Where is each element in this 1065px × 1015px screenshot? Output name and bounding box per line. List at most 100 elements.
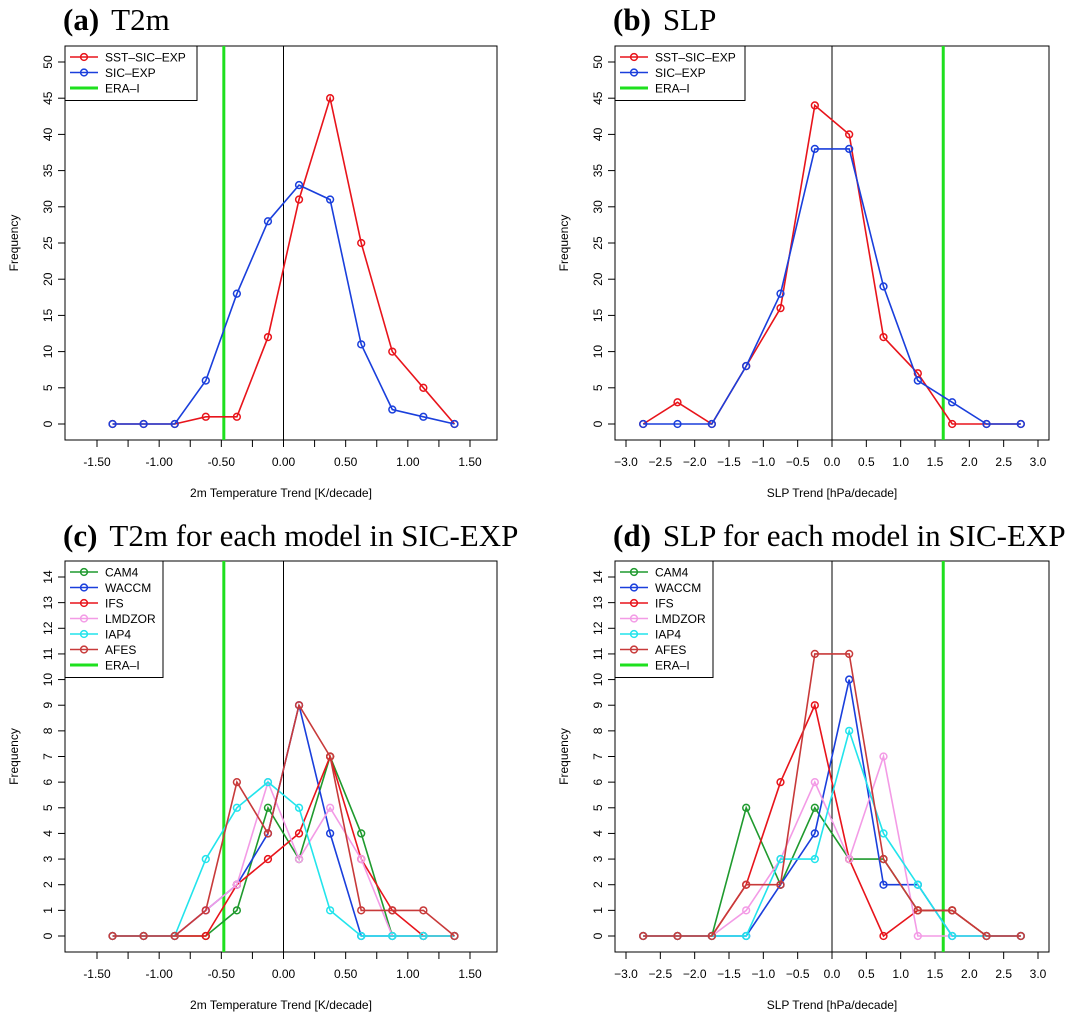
data-point [810, 829, 819, 838]
y-tick-label: 8 [41, 727, 55, 734]
y-tick-label: 35 [41, 164, 55, 178]
data-point [845, 675, 854, 684]
data-point [1016, 419, 1025, 429]
data-point [742, 361, 751, 371]
legend-marker [79, 629, 89, 639]
legend-label: WACCM [655, 581, 701, 595]
x-tick-label: −1.0 [751, 455, 775, 469]
legend-label: LMDZOR [655, 612, 706, 626]
y-tick-label: 14 [41, 570, 55, 584]
data-point [388, 347, 397, 356]
x-tick-label: -0.50 [208, 967, 236, 981]
x-tick-label: 1.00 [396, 455, 420, 469]
legend-label: ERA–I [105, 82, 140, 96]
data-point [419, 931, 428, 941]
data-point [845, 130, 854, 139]
x-tick-label: −2.5 [648, 455, 672, 469]
y-tick-label: 5 [41, 804, 55, 811]
y-tick-label: 2 [591, 881, 605, 888]
series-line [642, 103, 1021, 426]
y-tick-label: 11 [41, 647, 55, 660]
x-tick-label: -0.50 [208, 455, 236, 469]
y-tick-label: 6 [591, 778, 605, 785]
y-tick-label: 20 [41, 272, 55, 286]
data-point [170, 419, 179, 429]
x-tick-label: 1.0 [892, 455, 909, 469]
data-point [742, 880, 751, 889]
y-tick-label: 5 [591, 384, 605, 391]
data-point [388, 906, 397, 915]
y-tick-label: 10 [591, 673, 605, 687]
data-point [450, 931, 459, 941]
y-tick-label: 5 [591, 804, 605, 811]
data-point [707, 931, 716, 941]
legend-label: AFES [105, 643, 136, 657]
data-point [879, 931, 888, 941]
x-tick-label: 2.5 [995, 455, 1012, 469]
data-point [108, 419, 117, 429]
data-point [357, 906, 366, 915]
data-point [388, 931, 397, 941]
x-tick-label: −1.5 [717, 967, 741, 981]
legend-label: IFS [655, 597, 674, 611]
legend-marker [79, 614, 89, 623]
legend-label: IAP4 [655, 628, 681, 642]
y-tick-label: 30 [591, 200, 605, 214]
x-axis-label: SLP Trend [hPa/decade] [767, 998, 898, 1012]
y-tick-label: 9 [41, 702, 55, 709]
x-tick-label: −2.0 [683, 967, 707, 981]
x-tick-label: −1.0 [751, 967, 775, 981]
data-point [263, 829, 273, 838]
y-tick-label: 7 [591, 753, 605, 760]
y-tick-label: 25 [41, 236, 55, 250]
y-axis-label: Frequency [7, 215, 21, 272]
data-point [201, 931, 210, 941]
x-tick-label: 0.50 [334, 455, 358, 469]
data-point [201, 854, 210, 864]
data-point [776, 880, 785, 889]
x-tick-label: 3.0 [1030, 967, 1047, 981]
panel-title: (a) T2m [63, 2, 170, 37]
x-tick-label: 1.00 [396, 967, 420, 981]
data-point [232, 412, 242, 421]
series-line [643, 148, 1021, 425]
legend-label: IAP4 [105, 628, 131, 642]
y-tick-label: 20 [591, 272, 605, 286]
y-tick-label: 12 [41, 621, 55, 635]
x-axis-label: 2m Temperature Trend [K/decade] [190, 998, 372, 1012]
data-point [232, 880, 242, 889]
data-point [845, 726, 854, 736]
data-point [707, 419, 716, 429]
y-tick-label: 25 [591, 236, 605, 250]
legend-label: IFS [105, 597, 124, 611]
y-tick-label: 35 [591, 164, 605, 178]
data-point [325, 752, 335, 761]
data-point [263, 332, 273, 342]
data-point [948, 398, 957, 407]
data-point [639, 931, 648, 941]
series-afes [108, 701, 459, 941]
x-tick-label: 0.50 [334, 967, 358, 981]
data-point [982, 419, 991, 429]
data-point [742, 906, 751, 915]
data-point [673, 931, 682, 941]
data-point [810, 144, 819, 154]
data-point [913, 376, 922, 385]
data-point [742, 931, 751, 941]
x-tick-label: −3.0 [614, 967, 638, 981]
data-point [810, 701, 819, 710]
data-point [294, 803, 304, 812]
data-point [913, 906, 922, 915]
panel-b: (b) SLP −3.0 −2.5 −2.0 −1.5 −1.0 −0.5 0.0 0.5 1.0 1… [557, 2, 1050, 500]
data-point [294, 701, 304, 710]
y-tick-label: 14 [591, 570, 605, 584]
data-point [776, 289, 785, 298]
legend-marker [629, 583, 639, 592]
x-tick-label: 0.00 [272, 455, 296, 469]
data-point [845, 144, 854, 154]
y-tick-label: 4 [41, 830, 55, 837]
data-point [232, 803, 242, 812]
data-point [419, 383, 428, 392]
